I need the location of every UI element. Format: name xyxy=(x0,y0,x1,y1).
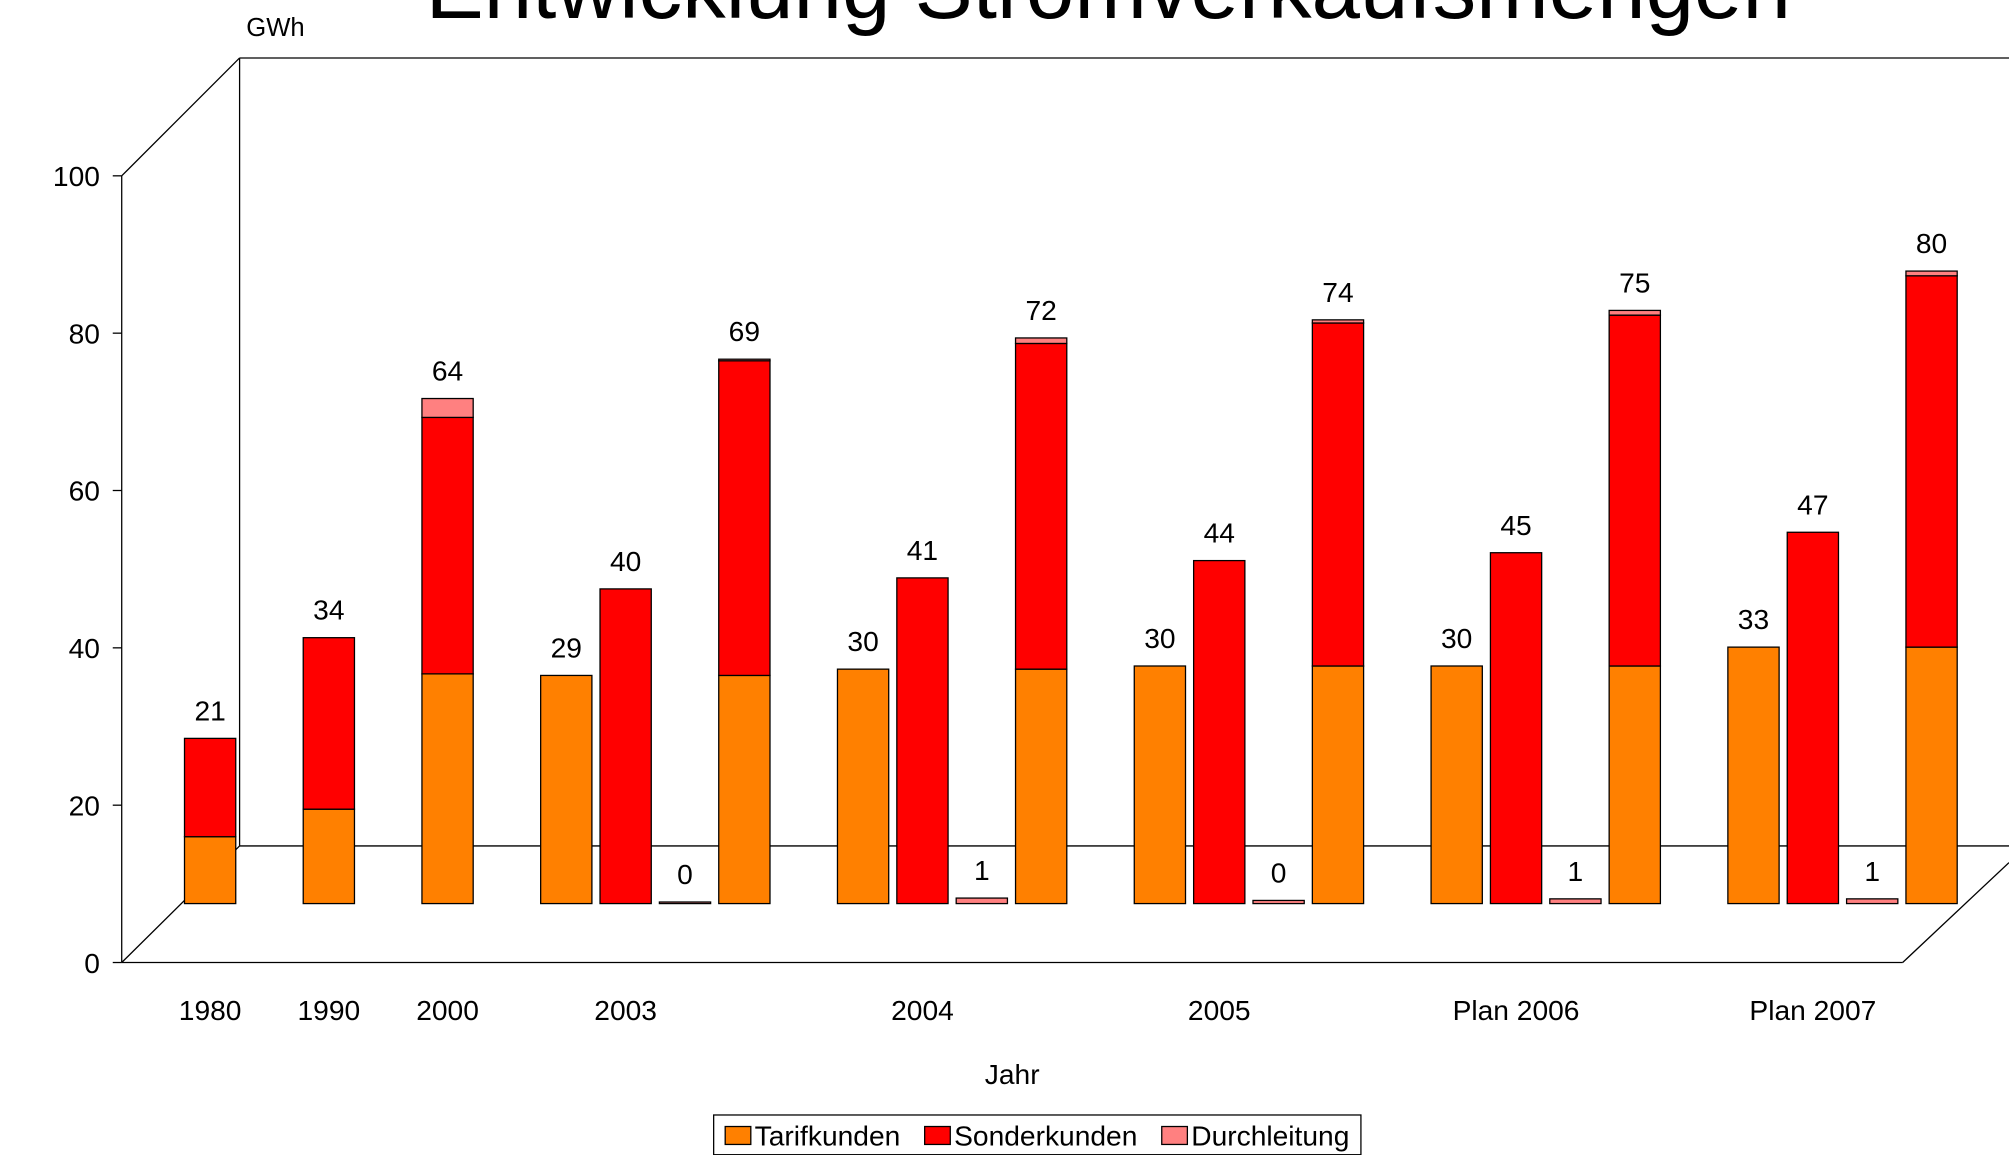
bar-segment xyxy=(1608,309,1662,316)
bar xyxy=(599,588,652,905)
data-label: 1 xyxy=(1568,855,1584,887)
x-tick-label: Plan 2007 xyxy=(1749,994,1876,1026)
x-tick-label: Plan 2006 xyxy=(1453,994,1580,1026)
legend-swatch xyxy=(1161,1125,1189,1146)
legend-label: Tarifkunden xyxy=(755,1120,901,1152)
legend-swatch xyxy=(924,1125,951,1146)
data-label: 41 xyxy=(907,534,938,566)
x-axis-label: Jahr xyxy=(985,1058,1040,1090)
x-tick-label: 2005 xyxy=(1188,994,1251,1026)
data-label: 40 xyxy=(610,545,641,577)
bar-segment xyxy=(718,674,771,905)
chart-frame xyxy=(121,57,2009,964)
legend: Tarifkunden Sonderkunden Durchleitung xyxy=(713,1114,1362,1155)
bar-segment xyxy=(1905,646,1958,905)
data-label: 29 xyxy=(551,632,582,664)
data-label: 80 xyxy=(1916,227,1947,259)
bar-segment xyxy=(718,360,771,677)
bar-segment xyxy=(1014,342,1068,670)
bar-segment xyxy=(1311,665,1365,905)
bar xyxy=(955,897,1009,905)
bar-segment xyxy=(1311,322,1365,667)
x-tick-label: 2000 xyxy=(416,994,479,1026)
bar-segment xyxy=(1608,314,1662,667)
chart-title: Entwicklung Stromverkaufsmengen xyxy=(426,0,1791,37)
data-label: 69 xyxy=(729,315,760,347)
bar-segment xyxy=(718,358,771,362)
data-label: 74 xyxy=(1322,276,1353,308)
x-tick-label: 2004 xyxy=(891,994,954,1026)
bar xyxy=(1192,559,1246,905)
bar-segment xyxy=(1014,337,1068,345)
bar-segment xyxy=(1014,668,1068,905)
bar xyxy=(1489,552,1543,905)
data-label: 34 xyxy=(313,594,344,626)
y-tick-label: 100 xyxy=(53,160,100,192)
data-label: 21 xyxy=(194,694,225,726)
bar-segment xyxy=(302,637,356,810)
y-tick-label: 60 xyxy=(69,475,100,507)
legend-box xyxy=(713,1114,1362,1155)
bar-segment xyxy=(1905,270,1958,277)
data-label: 33 xyxy=(1738,603,1769,635)
bar xyxy=(658,901,712,905)
bar-segment xyxy=(1311,319,1365,324)
x-tick-label: 2003 xyxy=(594,994,657,1026)
data-label: 30 xyxy=(847,625,878,657)
bar-segment xyxy=(1905,275,1958,648)
bar xyxy=(1549,898,1602,905)
data-label: 47 xyxy=(1797,488,1828,520)
legend-label: Sonderkunden xyxy=(954,1120,1137,1152)
bar xyxy=(836,668,890,905)
data-label: 1 xyxy=(1864,855,1880,887)
data-label: 1 xyxy=(974,854,990,886)
bar-segment xyxy=(183,737,237,838)
bar xyxy=(896,577,949,905)
data-label: 30 xyxy=(1144,622,1175,654)
data-label: 45 xyxy=(1500,509,1531,541)
bar-segment xyxy=(421,673,474,905)
data-label: 44 xyxy=(1204,517,1235,549)
y-tick-label: 20 xyxy=(69,789,100,821)
data-label: 72 xyxy=(1025,294,1056,326)
bar-segment xyxy=(421,397,474,419)
data-label: 64 xyxy=(432,355,463,387)
data-label: 30 xyxy=(1441,622,1472,654)
bar xyxy=(1133,665,1187,905)
bar xyxy=(1252,899,1305,905)
x-tick-label: 1990 xyxy=(298,994,361,1026)
bar xyxy=(1727,646,1780,905)
bar xyxy=(1786,531,1840,905)
y-tick-label: 0 xyxy=(84,947,100,979)
bar xyxy=(1845,898,1899,905)
data-label: 0 xyxy=(1271,856,1287,888)
bar-segment xyxy=(302,808,356,905)
bar-segment xyxy=(183,836,237,905)
bar-segment xyxy=(1608,665,1662,905)
bar xyxy=(1430,665,1483,905)
bar-segment xyxy=(421,416,474,675)
bar xyxy=(540,674,593,905)
y-tick-label: 40 xyxy=(69,632,100,664)
x-tick-label: 1980 xyxy=(179,994,242,1026)
data-label: 0 xyxy=(677,858,693,890)
y-axis-label: GWh xyxy=(246,14,304,42)
y-tick-label: 80 xyxy=(69,317,100,349)
legend-label: Durchleitung xyxy=(1191,1120,1349,1152)
legend-swatch xyxy=(724,1125,752,1146)
data-label: 75 xyxy=(1619,266,1650,298)
